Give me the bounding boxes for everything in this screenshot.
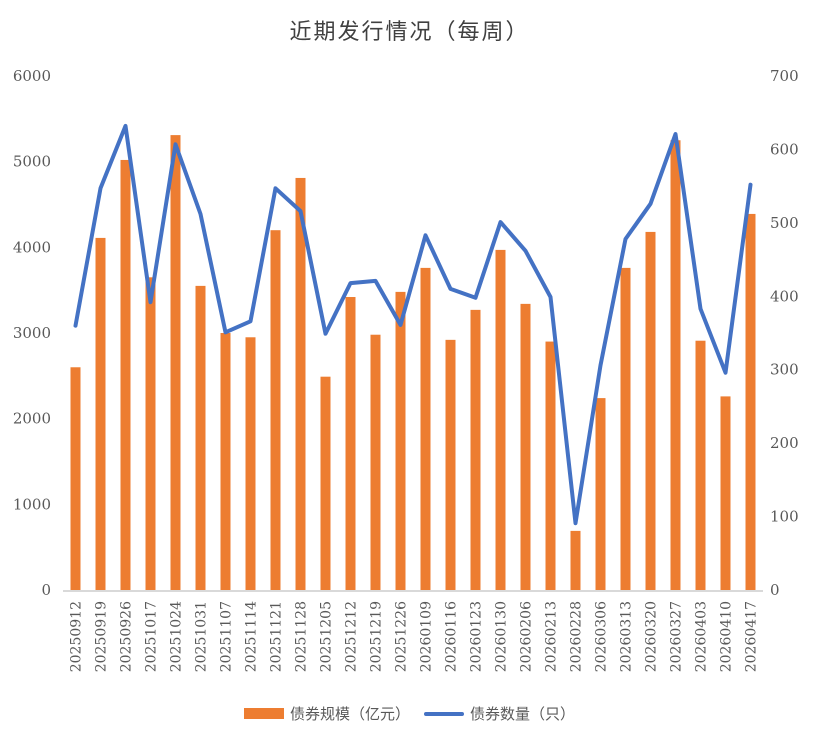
x-axis-label: 20251212: [344, 601, 360, 672]
bar-20251219: [370, 334, 381, 590]
bar-20260213: [545, 341, 556, 590]
x-axis-label: 20260306: [594, 601, 610, 672]
bar-20260417: [745, 213, 756, 590]
bar-20251031: [195, 285, 206, 590]
x-axis-label: 20260109: [419, 601, 435, 672]
bar-20260306: [595, 398, 606, 590]
bar-20251205: [320, 376, 331, 590]
x-axis-label: 20250919: [94, 601, 110, 672]
bond-count-line: [73, 123, 753, 526]
left-axis-tick: 2000: [13, 410, 51, 428]
x-axis-label: 20251219: [369, 601, 385, 672]
bar-20251128: [295, 177, 306, 590]
x-axis-label: 20260213: [544, 601, 560, 672]
bar-20251226: [395, 291, 406, 590]
x-axis-label: 20251226: [394, 601, 410, 672]
bar-20260130: [495, 249, 506, 591]
left-axis-tick: 5000: [13, 153, 51, 171]
bar-20250912: [70, 367, 81, 590]
x-axis-label: 20251121: [269, 601, 285, 672]
right-axis-tick: 0: [770, 581, 780, 599]
right-axis-tick: 200: [770, 434, 799, 452]
x-axis-label: 20251114: [244, 601, 260, 672]
left-axis-tick: 6000: [13, 67, 51, 85]
x-axis-label: 20251205: [319, 601, 335, 672]
bar-20251024: [170, 135, 181, 591]
bar-20251017: [145, 277, 156, 590]
line-swatch-icon: [424, 711, 464, 716]
left-axis-tick: 3000: [13, 324, 51, 342]
bar-20260206: [520, 303, 531, 590]
bar-20251121: [270, 230, 281, 590]
left-axis-tick: 1000: [13, 495, 51, 513]
x-axis-label: 20251017: [144, 601, 160, 672]
x-axis-label: 20260228: [569, 601, 585, 672]
x-axis-label: 20260403: [694, 601, 710, 672]
x-axis-label: 20260123: [469, 601, 485, 672]
bar-20260320: [645, 231, 656, 590]
x-axis-label: 20260116: [444, 601, 460, 672]
bar-20260313: [620, 267, 631, 590]
right-axis-tick: 100: [770, 508, 799, 526]
right-axis-tick: 400: [770, 287, 799, 305]
x-axis-label: 20260417: [744, 601, 760, 672]
bar-20260123: [470, 309, 481, 590]
bar-20250926: [120, 159, 131, 590]
x-axis-label: 20251031: [194, 601, 210, 672]
bar-20251114: [245, 337, 256, 590]
left-axis-tick: 0: [41, 581, 51, 599]
legend-item-bond-volume[interactable]: 债券规模（亿元）: [243, 703, 410, 724]
chart-title: 近期发行情况（每周）: [289, 20, 530, 45]
bar-20251107: [220, 333, 231, 590]
legend-label-bond-count: 债券数量（只）: [470, 705, 576, 723]
bar-20260410: [720, 396, 731, 590]
x-axis-label: 20260313: [619, 601, 635, 672]
x-axis-label: 20250926: [119, 601, 135, 672]
bar-20251212: [345, 297, 356, 590]
bar-swatch-icon: [243, 708, 284, 719]
x-axis-label: 20260410: [719, 601, 735, 672]
right-axis-tick: 700: [770, 67, 799, 85]
bar-20260327: [670, 140, 681, 590]
x-axis-label: 20260206: [519, 601, 535, 672]
x-axis-label: 20250912: [69, 601, 85, 672]
right-axis-tick: 600: [770, 140, 799, 158]
x-axis-label: 20251024: [169, 601, 185, 672]
x-axis-label: 20260130: [494, 601, 510, 672]
bar-20260403: [695, 340, 706, 590]
bar-20260228: [570, 530, 581, 590]
x-axis-label: 20251107: [219, 601, 235, 672]
x-axis-label: 20251128: [294, 601, 310, 672]
right-axis-tick: 500: [770, 214, 799, 232]
chart-legend: 债券规模（亿元） 债券数量（只）: [0, 703, 819, 724]
bar-20260116: [445, 339, 456, 590]
legend-label-bond-volume: 债券规模（亿元）: [289, 705, 410, 723]
bar-20250919: [95, 237, 106, 590]
x-axis-label: 20260320: [644, 601, 660, 672]
x-axis-label: 20260327: [669, 601, 685, 672]
left-axis-tick: 4000: [13, 238, 51, 256]
legend-item-bond-count[interactable]: 债券数量（只）: [424, 703, 575, 724]
right-axis-tick: 300: [770, 361, 799, 379]
bar-20260109: [420, 267, 431, 590]
